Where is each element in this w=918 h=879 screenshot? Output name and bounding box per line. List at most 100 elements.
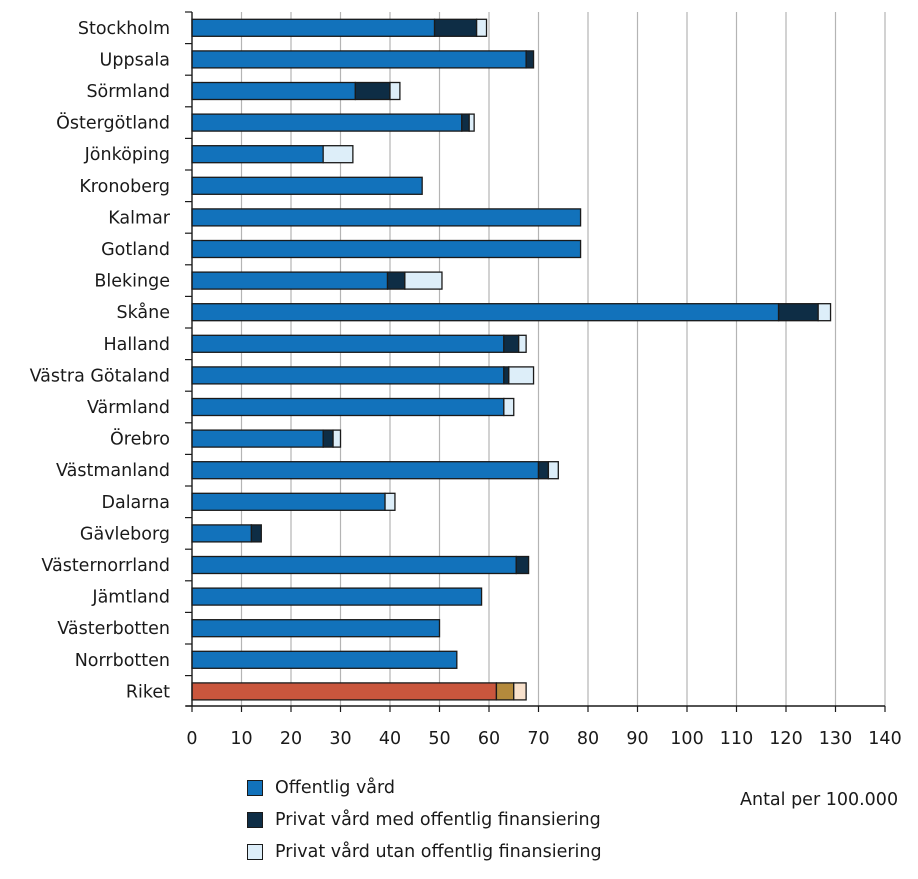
x-tick-label: 30 (329, 729, 351, 749)
bar-segment (191, 208, 582, 227)
bar-segment (503, 397, 515, 417)
category-label: Västernorrland (41, 556, 170, 576)
bar-segment (191, 619, 441, 638)
legend-item-offentlig: Offentlig vård (247, 772, 602, 804)
legend-label-offentlig: Offentlig vård (275, 778, 396, 798)
bar-segment (525, 50, 535, 69)
category-label: Örebro (110, 428, 170, 450)
category-label: Gävleborg (80, 524, 170, 544)
bar-segment (817, 303, 832, 322)
category-label: Östergötland (56, 112, 170, 134)
x-tick-label: 0 (186, 729, 197, 749)
x-tick-label: 40 (379, 729, 401, 749)
category-label: Jönköping (84, 145, 170, 165)
axes (185, 11, 886, 712)
legend-swatch-privat-utan (247, 844, 263, 860)
x-tick-label: 100 (670, 729, 703, 749)
bar-segment (191, 461, 540, 480)
category-label: Sörmland (86, 82, 170, 102)
bar-segment (384, 492, 396, 511)
bar-segment (515, 555, 530, 575)
bar-segment (537, 461, 550, 480)
category-label: Halland (103, 335, 170, 355)
legend: Offentlig vård Privat vård med offentlig… (247, 772, 602, 868)
category-label: Värmland (87, 398, 170, 418)
bar-segment (191, 429, 324, 448)
category-label: Kalmar (108, 208, 171, 228)
bars (191, 18, 832, 701)
bar-segment (513, 682, 527, 701)
category-label: Kronoberg (79, 177, 170, 197)
bar-segment (191, 239, 582, 259)
category-label: Stockholm (78, 19, 170, 39)
x-tick-label: 50 (428, 729, 450, 749)
legend-item-privat-utan: Privat vård utan offentlig finansiering (247, 836, 602, 868)
bar-segment (518, 334, 527, 353)
category-label: Riket (126, 682, 170, 702)
legend-swatch-privat-med (247, 812, 263, 828)
bar-segment (191, 303, 780, 322)
bar-segment (322, 429, 334, 448)
bar-segment (191, 18, 436, 37)
bar-segment (777, 303, 819, 322)
bar-segment (191, 587, 483, 606)
x-tick-label: 60 (478, 729, 500, 749)
category-label: Västerbotten (57, 619, 170, 639)
x-tick-label: 110 (720, 729, 753, 749)
bar-segment (191, 145, 324, 164)
x-tick-label: 130 (819, 729, 852, 749)
category-label: Västmanland (56, 461, 170, 481)
tick-labels: 0 10 20 30 40 50 60 70 80 90 100 110 120 130 140 (186, 729, 901, 749)
category-label: Uppsala (100, 50, 170, 70)
legend-swatch-offentlig (247, 780, 263, 796)
bar-segment (503, 366, 510, 385)
bar-segment (332, 429, 342, 448)
bar-segment (404, 271, 443, 290)
legend-label-privat-med: Privat vård med offentlig finansiering (275, 810, 601, 830)
x-tick-label: 20 (280, 729, 302, 749)
category-label: Norrbotten (75, 651, 170, 671)
x-tick-label: 10 (230, 729, 252, 749)
bar-segment (191, 366, 505, 385)
category-label: Gotland (101, 240, 170, 260)
bar-segment (386, 271, 406, 290)
category-label: Blekinge (94, 272, 170, 292)
x-tick-label: 120 (769, 729, 802, 749)
category-label: Västra Götaland (30, 366, 170, 386)
x-tick-label: 80 (577, 729, 599, 749)
bar-segment (322, 145, 354, 164)
bar-chart: Stockholm Uppsala Sörmland Östergötland Jönk… (30, 11, 902, 749)
bar-segment (461, 113, 470, 132)
bar-segment (250, 524, 262, 543)
bar-segment (191, 113, 463, 132)
bar-segment (468, 113, 475, 132)
x-tick-label: 70 (527, 729, 549, 749)
bar-segment (191, 271, 389, 290)
category-label: Dalarna (102, 493, 171, 513)
bar-segment (354, 81, 391, 101)
bar-segment (503, 334, 520, 353)
bar-segment (433, 18, 478, 37)
bar-segment (191, 81, 357, 101)
x-tick-label: 90 (626, 729, 648, 749)
bar-segment (191, 50, 527, 69)
bar-segment (191, 334, 505, 353)
x-tick-label: 140 (868, 729, 901, 749)
bar-segment (475, 18, 488, 37)
category-labels: Stockholm Uppsala Sörmland Östergötland Jönk… (30, 19, 171, 703)
x-axis-unit-label: Antal per 100.000 (740, 790, 899, 810)
bar-segment (191, 492, 386, 511)
bar-segment (389, 81, 401, 101)
legend-item-privat-med: Privat vård med offentlig finansiering (247, 804, 602, 836)
bar-segment (191, 397, 505, 417)
bar-segment (191, 555, 517, 575)
bar-segment (191, 524, 253, 543)
bar-segment (191, 650, 458, 669)
gridlines (240, 12, 886, 706)
category-label: Jämtland (91, 588, 170, 608)
bar-segment (495, 682, 515, 701)
bar-segment (191, 682, 498, 701)
bar-segment (508, 366, 535, 385)
bar-segment (191, 176, 423, 195)
legend-label-privat-utan: Privat vård utan offentlig finansiering (275, 842, 602, 862)
